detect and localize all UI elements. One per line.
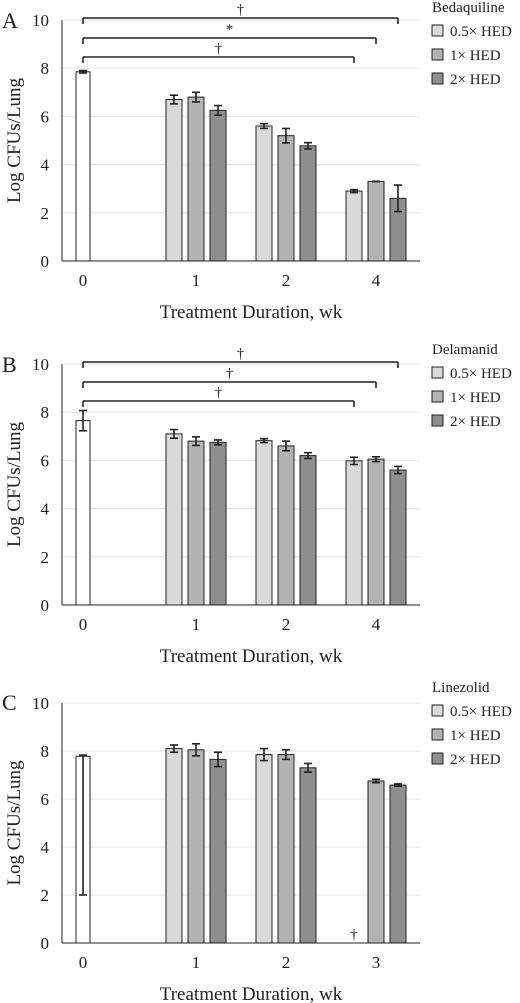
bar-2-hed <box>299 767 317 944</box>
y-tick-label: 10 <box>32 694 49 713</box>
x-tick-label: 4 <box>372 615 381 634</box>
significance-marker: † <box>215 41 223 57</box>
baseline-bar <box>75 71 91 262</box>
bar-0-5-hed <box>165 433 183 606</box>
legend-swatch <box>431 704 444 717</box>
bar-1-hed <box>277 445 295 606</box>
legend-label: 0.5× HED <box>450 24 512 40</box>
y-tick-label: 4 <box>41 838 50 857</box>
y-tick-label: 8 <box>41 59 50 78</box>
y-axis-label: Log CFUs/Lung <box>4 77 25 203</box>
y-tick-label: 4 <box>41 500 50 519</box>
legend-label: 0.5× HED <box>450 704 512 720</box>
legend-swatch <box>431 752 444 765</box>
bar-1-hed <box>367 180 385 262</box>
panel-letter: A <box>2 8 18 33</box>
bar-2-hed <box>299 455 317 606</box>
legend-title: Delamanid <box>432 342 498 358</box>
x-tick-label: 3 <box>372 953 381 972</box>
x-tick-label: 2 <box>282 615 291 634</box>
baseline-bar <box>75 420 91 606</box>
bar-2-hed <box>209 441 227 606</box>
y-tick-label: 10 <box>32 11 49 30</box>
bar-2-hed <box>299 145 317 262</box>
y-tick-label: 0 <box>41 596 50 615</box>
y-tick-label: 8 <box>41 403 50 422</box>
significance-marker: † <box>237 346 245 362</box>
bar-0-5-hed <box>255 125 273 262</box>
x-tick-label: 1 <box>192 271 201 290</box>
bar-0-5-hed <box>345 460 363 606</box>
bar-2-hed <box>389 469 407 606</box>
panel-letter: B <box>2 352 17 377</box>
bar-1-hed <box>187 440 205 606</box>
y-tick-label: 8 <box>41 742 50 761</box>
significance-marker: * <box>226 22 234 38</box>
bar-1-hed <box>277 135 295 262</box>
panel-letter: C <box>2 690 17 715</box>
x-tick-label: 2 <box>282 953 291 972</box>
legend-swatch <box>431 390 444 403</box>
significance-marker: † <box>226 366 234 382</box>
bar-0-5-hed <box>345 190 363 262</box>
legend-label: 0.5× HED <box>450 366 512 382</box>
y-tick-label: 6 <box>41 107 50 126</box>
y-axis-label: Log CFUs/Lung <box>4 760 25 886</box>
bar-1-hed <box>367 780 385 944</box>
bar-1-hed <box>187 749 205 944</box>
bar-1-hed <box>367 458 385 606</box>
legend-label: 1× HED <box>450 390 501 406</box>
bar-0-5-hed <box>255 440 273 606</box>
legend-swatch <box>431 72 444 85</box>
legend-title: Bedaquiline <box>432 0 505 16</box>
bar-0-5-hed <box>165 99 183 262</box>
y-tick-label: 2 <box>41 204 50 223</box>
legend-label: 1× HED <box>450 48 501 64</box>
bar-0-5-hed <box>255 754 273 944</box>
y-tick-label: 2 <box>41 548 50 567</box>
bar-1-hed <box>277 754 295 944</box>
legend-label: 2× HED <box>450 752 501 768</box>
y-tick-label: 4 <box>41 156 50 175</box>
x-tick-label: 4 <box>372 271 381 290</box>
bar-0-5-hed <box>165 748 183 944</box>
significance-marker: † <box>237 2 245 18</box>
y-axis-label: Log CFUs/Lung <box>4 421 25 547</box>
x-tick-label: 1 <box>192 615 201 634</box>
legend-swatch <box>431 728 444 741</box>
legend-swatch <box>431 48 444 61</box>
x-tick-label: 0 <box>79 615 88 634</box>
legend-swatch <box>431 366 444 379</box>
bar-2-hed <box>209 758 227 944</box>
y-tick-label: 2 <box>41 886 50 905</box>
x-axis-label: Treatment Duration, wk <box>160 646 343 667</box>
x-tick-label: 2 <box>282 271 291 290</box>
legend-label: 2× HED <box>450 72 501 88</box>
significance-marker: † <box>350 927 358 943</box>
y-tick-label: 6 <box>41 451 50 470</box>
y-tick-label: 0 <box>41 934 50 953</box>
legend-swatch <box>431 414 444 427</box>
y-tick-label: 6 <box>41 790 50 809</box>
x-tick-label: 0 <box>79 271 88 290</box>
x-tick-label: 0 <box>79 953 88 972</box>
bar-1-hed <box>187 96 205 262</box>
legend-label: 1× HED <box>450 728 501 744</box>
legend-label: 2× HED <box>450 414 501 430</box>
x-axis-label: Treatment Duration, wk <box>160 302 343 323</box>
bar-2-hed <box>209 109 227 262</box>
significance-marker: † <box>215 385 223 401</box>
bar-2-hed <box>389 784 407 944</box>
legend-swatch <box>431 24 444 37</box>
y-tick-label: 10 <box>32 355 49 374</box>
legend-title: Linezolid <box>432 680 490 696</box>
y-tick-label: 0 <box>41 252 50 271</box>
x-tick-label: 1 <box>192 953 201 972</box>
x-axis-label: Treatment Duration, wk <box>160 984 343 1003</box>
